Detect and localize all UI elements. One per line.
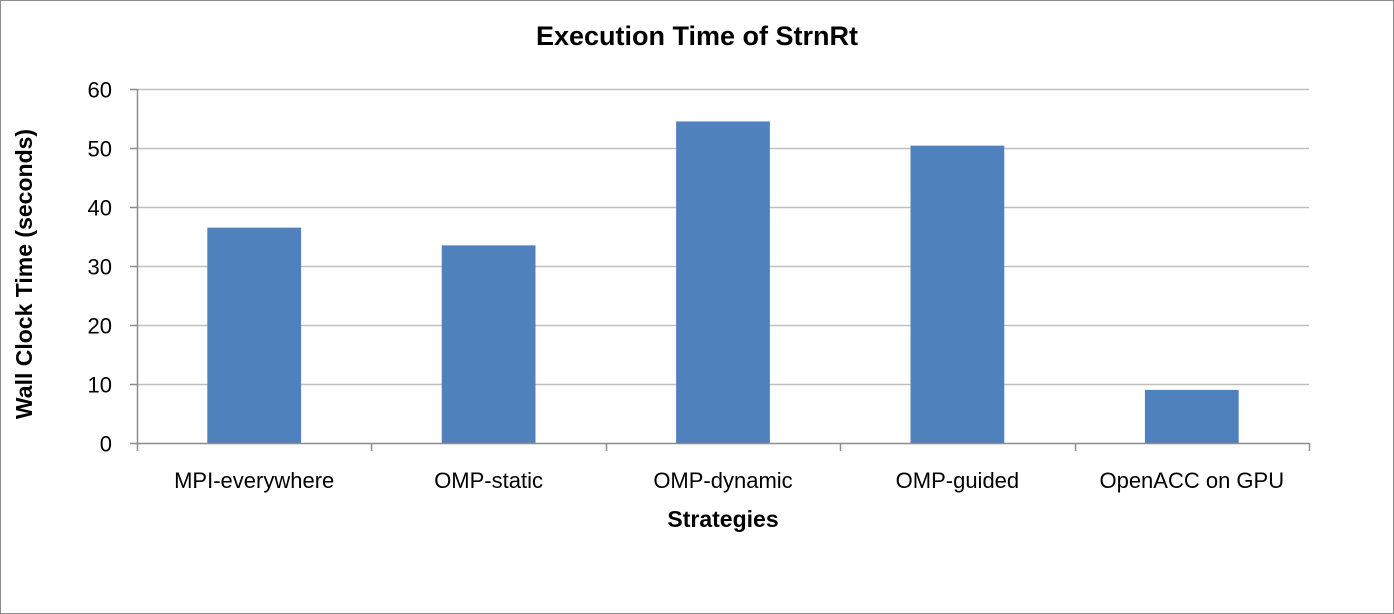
y-tick-label: 30 bbox=[88, 255, 112, 280]
x-tick-label: OMP-dynamic bbox=[653, 468, 792, 493]
bar bbox=[910, 145, 1005, 443]
x-tick-label: OMP-guided bbox=[896, 468, 1020, 493]
chart-title: Execution Time of StrnRt bbox=[536, 21, 858, 51]
bar bbox=[1144, 389, 1239, 443]
y-tick-label: 60 bbox=[88, 78, 112, 103]
x-tick-label: OMP-static bbox=[434, 468, 543, 493]
x-tick-label: MPI-everywhere bbox=[174, 468, 334, 493]
x-tick-label: OpenACC on GPU bbox=[1099, 468, 1284, 493]
bar bbox=[207, 227, 302, 443]
bar bbox=[441, 245, 536, 443]
bar bbox=[676, 121, 770, 443]
y-tick-label: 50 bbox=[88, 137, 112, 162]
x-axis-label: Strategies bbox=[667, 506, 778, 532]
y-axis-label: Wall Clock Time (seconds) bbox=[11, 129, 37, 419]
bars bbox=[207, 121, 1239, 443]
y-tick-label: 20 bbox=[88, 314, 112, 339]
y-tick-label: 10 bbox=[88, 373, 112, 398]
y-tick-label: 40 bbox=[88, 196, 112, 221]
y-tick-labels: 0 10 20 30 40 50 60 bbox=[88, 78, 112, 457]
x-tick-labels: MPI-everywhere OMP-static OMP-dynamic OMP-g… bbox=[174, 468, 1284, 493]
y-tick-label: 0 bbox=[100, 432, 112, 457]
axes bbox=[130, 88, 1311, 451]
